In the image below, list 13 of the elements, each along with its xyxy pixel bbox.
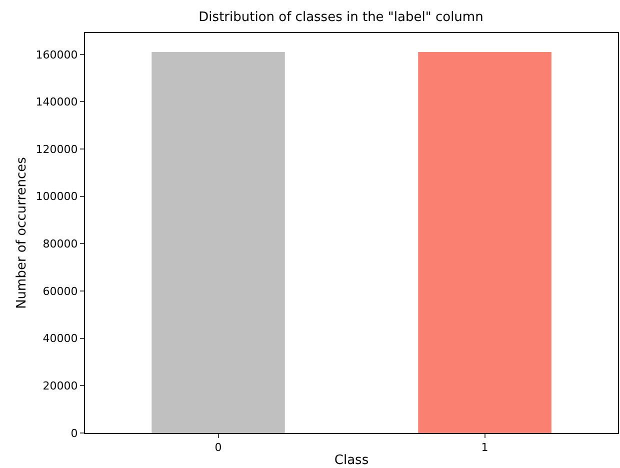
- y-tick-label: 140000: [36, 96, 78, 109]
- x-axis-title: Class: [334, 453, 369, 468]
- chart-title: Distribution of classes in the "label" column: [198, 10, 484, 25]
- y-tick-label: 60000: [42, 284, 78, 298]
- y-tick-label: 40000: [42, 332, 78, 346]
- y-tick-label: 0: [70, 426, 78, 440]
- y-axis-title: Number of occurrences: [14, 156, 30, 309]
- x-tick-label: 1: [481, 441, 488, 454]
- y-tick-label: 20000: [42, 380, 78, 393]
- y-tick-label: 120000: [36, 142, 78, 156]
- y-tick-label: 100000: [36, 190, 78, 204]
- y-tick-label: 80000: [42, 238, 78, 251]
- y-tick-label: 160000: [36, 48, 78, 62]
